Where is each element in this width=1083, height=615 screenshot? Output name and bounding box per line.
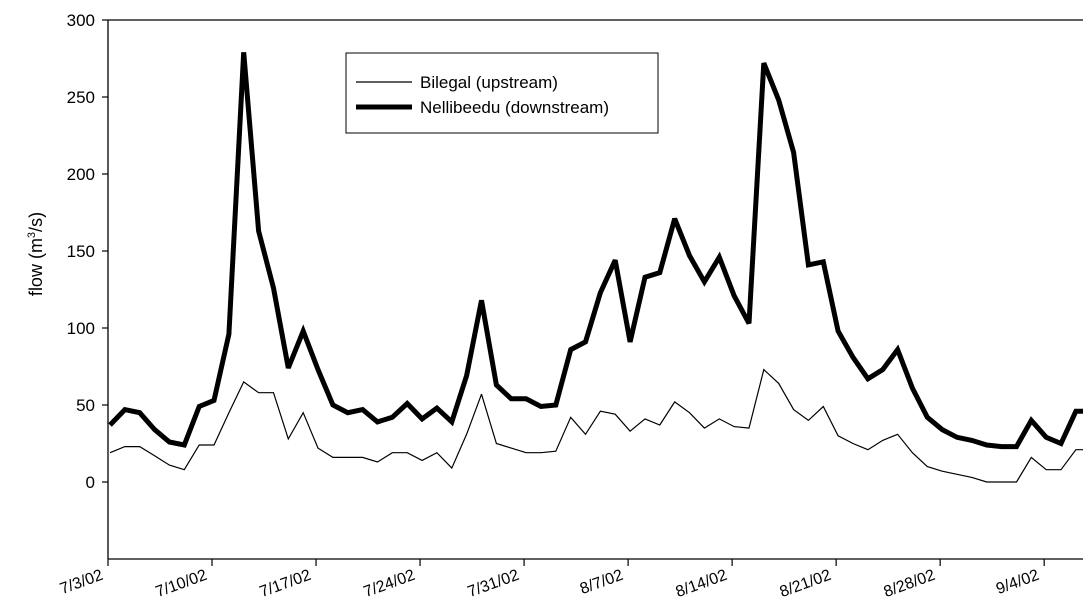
x-tick-label: 8/21/02	[778, 567, 834, 601]
legend-label-bilegal: Bilegal (upstream)	[420, 73, 558, 92]
x-tick-label: 7/17/02	[257, 567, 313, 601]
x-tick-label: 7/10/02	[153, 567, 209, 601]
legend-box	[345, 52, 659, 134]
x-tick-label: 7/31/02	[465, 567, 521, 601]
series-line-bilegal	[109, 368, 1083, 483]
y-tick-label: 50	[76, 396, 95, 415]
x-tick-label: 8/7/02	[578, 567, 626, 598]
y-tick-label: 250	[67, 88, 95, 107]
legend: Bilegal (upstream) Nellibeedu (downstrea…	[345, 52, 659, 134]
series-layer	[108, 52, 1083, 483]
x-tick-label: 7/3/02	[58, 567, 106, 598]
y-axis-label: flow (m3/s)	[26, 212, 46, 296]
y-tick-label: 200	[67, 165, 95, 184]
y-tick-label: 0	[86, 473, 95, 492]
y-tick-label: 150	[67, 242, 95, 261]
x-tick-label: 9/4/02	[994, 567, 1042, 598]
y-tick-label: 100	[67, 319, 95, 338]
x-tick-label: 7/24/02	[361, 567, 417, 601]
series-line-nellibeedu	[108, 52, 1083, 450]
x-tick-label: 8/14/02	[674, 567, 730, 601]
y-tick-label: 300	[67, 11, 95, 30]
x-tick-label: 8/28/02	[882, 567, 938, 601]
legend-label-nellibeedu: Nellibeedu (downstream)	[420, 98, 609, 117]
